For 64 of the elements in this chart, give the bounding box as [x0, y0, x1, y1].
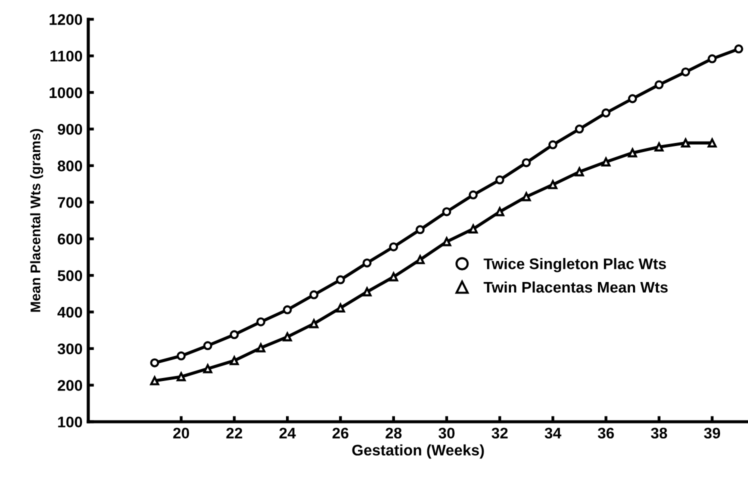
point — [282, 332, 292, 342]
point — [442, 207, 452, 216]
point — [574, 124, 584, 134]
point — [150, 376, 160, 386]
point — [601, 157, 610, 166]
x-tick-label: 38 — [650, 428, 668, 439]
y-axis-title: Mean Placental Wts (grams) — [30, 128, 44, 312]
y-tick-label: 900 — [58, 124, 82, 135]
point — [176, 351, 186, 360]
point — [708, 138, 717, 148]
point — [468, 224, 478, 234]
point — [654, 80, 664, 90]
point — [362, 258, 372, 268]
point — [416, 225, 425, 234]
point — [309, 290, 318, 300]
y-tick-label: 100 — [58, 416, 82, 428]
point — [389, 242, 398, 252]
point — [256, 343, 266, 352]
point — [522, 158, 531, 168]
point — [256, 317, 266, 326]
point — [681, 138, 690, 148]
point — [362, 287, 372, 296]
x-tick-label: 26 — [332, 428, 348, 439]
point — [628, 94, 638, 104]
point — [150, 358, 160, 368]
point — [681, 67, 690, 76]
y-tick-label: 800 — [58, 160, 82, 172]
point — [548, 140, 558, 150]
x-tick-label: 34 — [544, 428, 562, 439]
x-tick-label: 36 — [598, 428, 614, 439]
point — [230, 330, 239, 340]
legend-label: Twice Singleton Plac Wts — [484, 258, 666, 272]
point — [495, 175, 504, 184]
point — [336, 303, 345, 312]
y-tick-label: 1100 — [50, 50, 82, 62]
x-tick-label: 22 — [226, 428, 242, 438]
x-tick-label: 39 — [704, 428, 720, 439]
x-tick-label: 32 — [492, 428, 508, 439]
point — [389, 272, 398, 282]
point — [468, 190, 478, 200]
x-tick-label: 20 — [173, 428, 190, 439]
y-tick-label: 500 — [58, 270, 82, 282]
x-tick-label: 28 — [386, 428, 402, 439]
y-tick-label: 700 — [58, 197, 82, 208]
point — [282, 305, 292, 314]
point — [654, 142, 664, 152]
y-tick-label: 200 — [58, 380, 82, 391]
y-tick-label: 400 — [57, 306, 82, 318]
x-tick-label: 24 — [279, 428, 296, 438]
point — [203, 341, 212, 350]
point — [336, 275, 345, 284]
point — [628, 148, 638, 158]
x-axis-title: Gestation (Weeks) — [352, 444, 484, 459]
point — [734, 44, 744, 54]
y-tick-label: 1200 — [50, 14, 82, 25]
point — [708, 54, 717, 64]
y-tick-label: 1000 — [50, 87, 82, 98]
y-tick-label: 300 — [58, 343, 82, 354]
y-tick-label: 600 — [58, 234, 82, 244]
point — [574, 167, 584, 176]
point — [176, 372, 186, 382]
x-tick-label: 30 — [438, 428, 455, 439]
legend-label: Twin Placentas Mean Wts — [484, 281, 668, 293]
point — [601, 108, 610, 118]
